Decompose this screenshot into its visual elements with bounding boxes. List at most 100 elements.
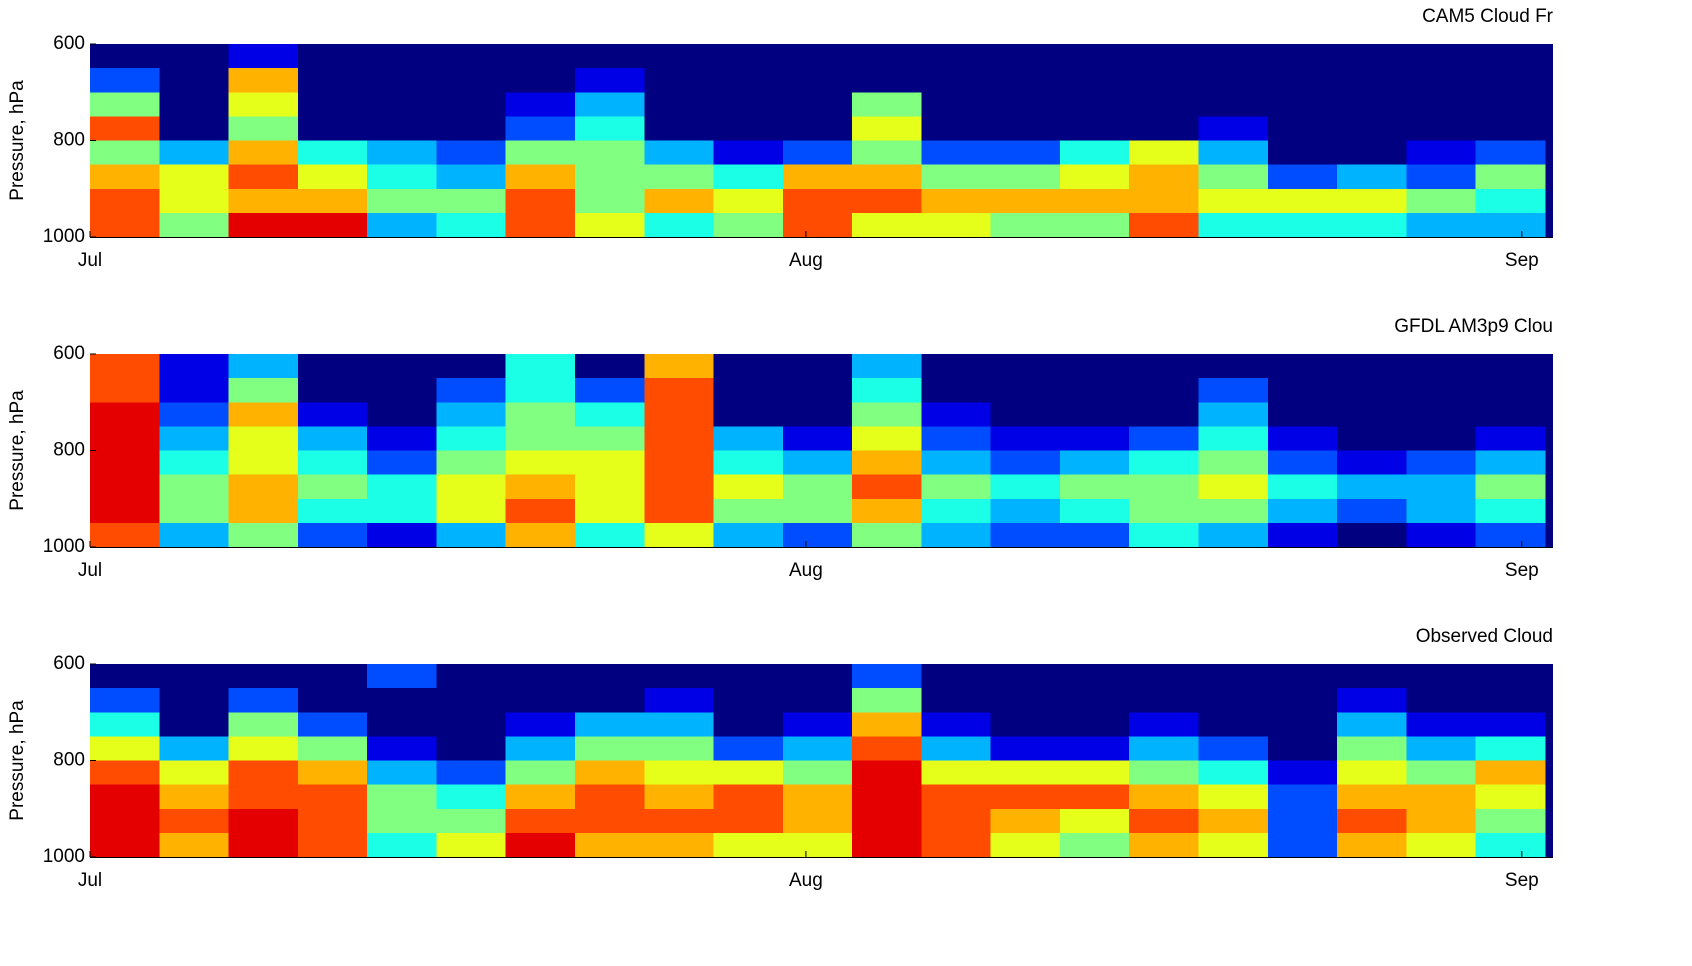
heatmap-cell (852, 426, 922, 451)
heatmap-cell (574, 808, 645, 834)
heatmap-cell (505, 378, 576, 403)
heatmap-cell (90, 760, 160, 786)
heatmap-cell (436, 402, 507, 427)
heatmap-cell (1337, 522, 1407, 548)
heatmap-cell (713, 212, 784, 238)
heatmap-cell (852, 808, 922, 834)
heatmap-cell (852, 92, 922, 117)
heatmap-cell (1406, 760, 1477, 786)
heatmap-cell (228, 450, 299, 476)
heatmap-cell (1475, 522, 1546, 548)
heatmap-cell (159, 68, 230, 93)
heatmap-cell (505, 116, 576, 141)
x-tick-label: Jul (78, 250, 102, 271)
heatmap-cell (921, 784, 992, 810)
heatmap-cell (367, 164, 437, 190)
heatmap-cell (782, 378, 853, 403)
heatmap-cell (1129, 212, 1200, 238)
heatmap-cell (644, 688, 715, 713)
heatmap-cell (1475, 188, 1546, 214)
heatmap-cell (782, 354, 853, 379)
heatmap-cell (159, 760, 230, 786)
heatmap-cell (1059, 378, 1130, 403)
heatmap-cell (990, 354, 1061, 379)
heatmap-cell (228, 402, 299, 427)
heatmap-cell (1406, 188, 1477, 214)
heatmap-cell (1406, 784, 1477, 810)
heatmap-cell (1475, 44, 1546, 69)
heatmap-cell (159, 44, 230, 69)
heatmap-cell (1337, 188, 1407, 214)
heatmap-cell (644, 402, 715, 427)
heatmap-cell (367, 116, 437, 141)
heatmap-cell (1406, 712, 1477, 737)
heatmap-cell (1059, 832, 1130, 858)
heatmap-cell (921, 832, 992, 858)
heatmap-cell (782, 402, 853, 427)
heatmap-cell (1059, 68, 1130, 93)
heatmap-cell (1198, 140, 1269, 166)
heatmap-cell (90, 378, 160, 403)
heatmap-cell (1129, 688, 1200, 713)
heatmap-cell (159, 140, 230, 166)
heatmap-cell (159, 212, 230, 238)
heatmap-cell (90, 402, 160, 427)
heatmap-cell (228, 426, 299, 451)
heatmap-cell (367, 68, 437, 93)
heatmap-cell (990, 522, 1061, 548)
heatmap-cell (1059, 44, 1130, 69)
y-tick-label: 800 (53, 750, 85, 771)
heatmap-cell (90, 712, 160, 737)
heatmap-cell (852, 212, 922, 238)
heatmap-cell (1475, 212, 1546, 238)
heatmap-cell (574, 712, 645, 737)
heatmap-cell (990, 498, 1061, 524)
heatmap-cell (1198, 92, 1269, 117)
heatmap-cell (713, 688, 784, 713)
heatmap-cell (1475, 140, 1546, 166)
heatmap-cell (1337, 784, 1407, 810)
heatmap-cell (852, 116, 922, 141)
heatmap-cell (1129, 736, 1200, 761)
heatmap-cell (436, 784, 507, 810)
heatmap-cells (90, 664, 1546, 858)
heatmap-cell (644, 808, 715, 834)
heatmap-cell (90, 808, 160, 834)
heatmap-cell (921, 522, 992, 548)
heatmap-cell (1475, 474, 1546, 500)
heatmap-cell (990, 474, 1061, 500)
heatmap-cell (1475, 832, 1546, 858)
heatmap-cell (297, 784, 368, 810)
heatmap-cell (921, 68, 992, 93)
y-tick-label: 800 (53, 130, 85, 151)
heatmap-cell (159, 522, 230, 548)
heatmap-cell (505, 522, 576, 548)
heatmap-cell (436, 426, 507, 451)
heatmap-cell (574, 498, 645, 524)
heatmap-cell (921, 116, 992, 141)
y-tick-label: 600 (53, 33, 85, 54)
heatmap-cell (367, 832, 437, 858)
heatmap-cell (782, 760, 853, 786)
heatmap-cell (990, 712, 1061, 737)
heatmap-cell (782, 688, 853, 713)
heatmap-cell (228, 808, 299, 834)
heatmap-cell (713, 450, 784, 476)
heatmap-cell (297, 426, 368, 451)
heatmap-cell (713, 474, 784, 500)
heatmap-cell (1267, 498, 1338, 524)
heatmap-cell (782, 712, 853, 737)
heatmap-cell (367, 426, 437, 451)
heatmap-cell (1059, 474, 1130, 500)
heatmap-cell (644, 474, 715, 500)
heatmap-cell (713, 522, 784, 548)
heatmap-cell (436, 164, 507, 190)
heatmap-cell (436, 832, 507, 858)
heatmap-cell (505, 688, 576, 713)
heatmap-cell (990, 68, 1061, 93)
heatmap-cell (852, 760, 922, 786)
heatmap-cell (297, 44, 368, 69)
heatmap-cell (921, 736, 992, 761)
heatmap-cell (1337, 664, 1407, 689)
